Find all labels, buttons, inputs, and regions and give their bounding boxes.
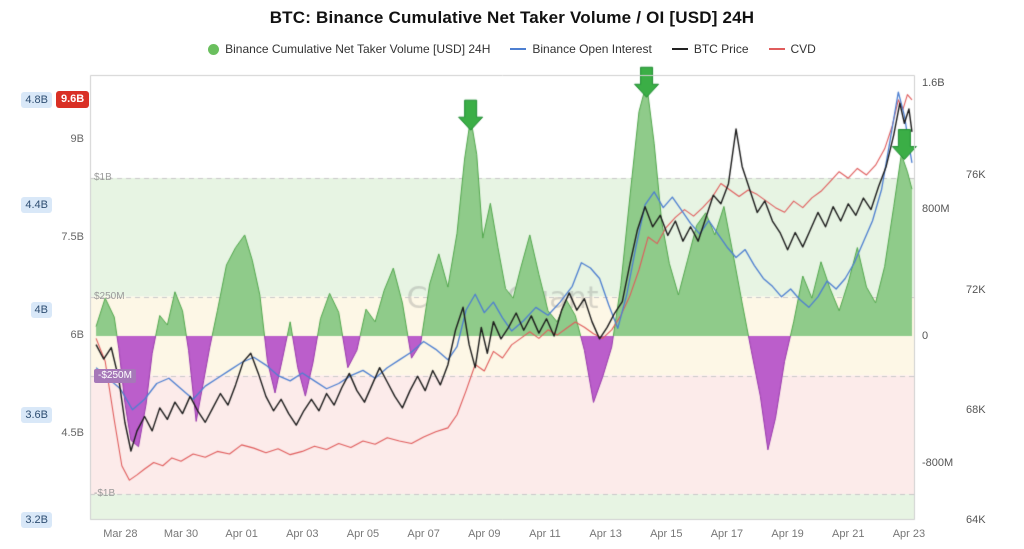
chart-canvas[interactable] — [0, 0, 1024, 549]
chart-window: BTC: Binance Cumulative Net Taker Volume… — [0, 0, 1024, 549]
